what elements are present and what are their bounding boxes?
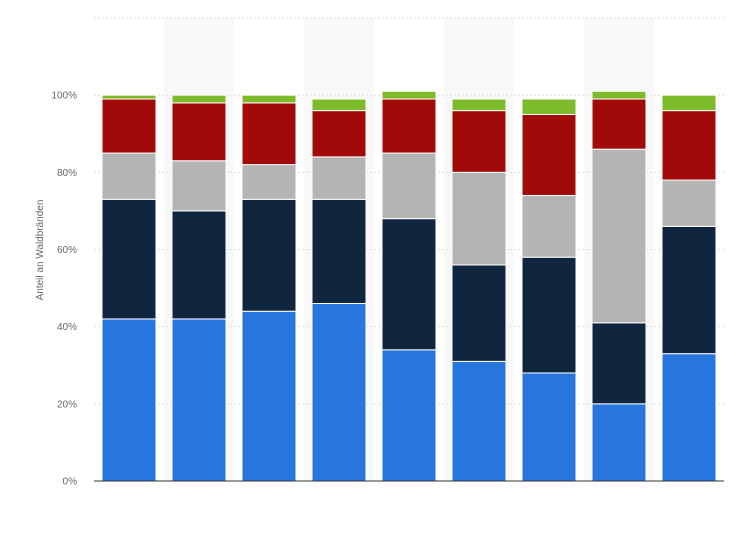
- bar-segment-series-3[interactable]: [661, 179, 717, 227]
- bar-segment-series-1[interactable]: [521, 372, 577, 482]
- bar-segment-series-3[interactable]: [451, 171, 507, 266]
- bar-stack: [591, 90, 647, 482]
- bar-stack: [661, 94, 717, 482]
- bar-segment-series-2[interactable]: [101, 198, 157, 320]
- bar-segment-series-1[interactable]: [241, 310, 297, 482]
- bar-stack: [241, 94, 297, 482]
- y-tick-label: 60%: [57, 245, 77, 256]
- bar-segment-series-3[interactable]: [381, 152, 437, 220]
- bar-stack: [101, 94, 157, 482]
- bar-segment-series-2[interactable]: [171, 210, 227, 320]
- bar-segment-series-1[interactable]: [381, 349, 437, 482]
- bar-segment-series-4[interactable]: [451, 110, 507, 173]
- bar-segment-series-5[interactable]: [451, 98, 507, 112]
- bar-segment-series-4[interactable]: [521, 113, 577, 196]
- bar-segment-series-2[interactable]: [311, 198, 367, 305]
- bar-segment-series-5[interactable]: [241, 94, 297, 104]
- y-tick-label: 80%: [57, 168, 77, 179]
- bar-segment-series-4[interactable]: [311, 110, 367, 158]
- bar-segment-series-5[interactable]: [101, 94, 157, 100]
- bar-stack: [381, 90, 437, 482]
- y-axis-title: Anteil an Waldbränden: [35, 200, 46, 301]
- bar-segment-series-3[interactable]: [521, 194, 577, 258]
- bar-segment-series-4[interactable]: [381, 98, 437, 154]
- bar-segment-series-3[interactable]: [171, 160, 227, 212]
- bar-segment-series-5[interactable]: [591, 90, 647, 100]
- y-tick-label: 100%: [51, 91, 77, 102]
- y-tick-label: 40%: [57, 322, 77, 333]
- bar-segment-series-2[interactable]: [241, 198, 297, 312]
- y-tick-label: 0%: [63, 477, 78, 488]
- bar-segment-series-5[interactable]: [171, 94, 227, 104]
- axes: 0% 20% 40% 60% 80% 100%: [51, 91, 724, 488]
- bar-segment-series-5[interactable]: [521, 98, 577, 115]
- bar-segment-series-2[interactable]: [521, 256, 577, 374]
- bar-segment-series-5[interactable]: [381, 90, 437, 100]
- bar-segment-series-5[interactable]: [311, 98, 367, 112]
- bar-segment-series-1[interactable]: [451, 360, 507, 482]
- bar-stack: [311, 98, 367, 482]
- bar-segment-series-4[interactable]: [591, 98, 647, 150]
- bar-stacks: [101, 90, 717, 482]
- bar-stack: [521, 98, 577, 482]
- bar-segment-series-3[interactable]: [241, 164, 297, 200]
- bar-segment-series-4[interactable]: [101, 98, 157, 154]
- bar-segment-series-4[interactable]: [171, 102, 227, 162]
- bar-segment-series-3[interactable]: [311, 156, 367, 200]
- bar-segment-series-2[interactable]: [451, 264, 507, 362]
- bar-segment-series-2[interactable]: [381, 218, 437, 351]
- bar-segment-series-2[interactable]: [591, 322, 647, 405]
- bar-segment-series-1[interactable]: [101, 318, 157, 482]
- bar-segment-series-3[interactable]: [591, 148, 647, 324]
- bar-segment-series-1[interactable]: [311, 303, 367, 482]
- bar-segment-series-3[interactable]: [101, 152, 157, 200]
- bar-segment-series-4[interactable]: [241, 102, 297, 166]
- bar-segment-series-2[interactable]: [661, 225, 717, 355]
- bar-segment-series-1[interactable]: [591, 403, 647, 482]
- bar-stack: [451, 98, 507, 482]
- bar-stack: [171, 94, 227, 482]
- bar-segment-series-4[interactable]: [661, 110, 717, 181]
- bar-segment-series-1[interactable]: [661, 353, 717, 482]
- y-tick-label: 20%: [57, 399, 77, 410]
- bar-segment-series-1[interactable]: [171, 318, 227, 482]
- bar-segment-series-5[interactable]: [661, 94, 717, 112]
